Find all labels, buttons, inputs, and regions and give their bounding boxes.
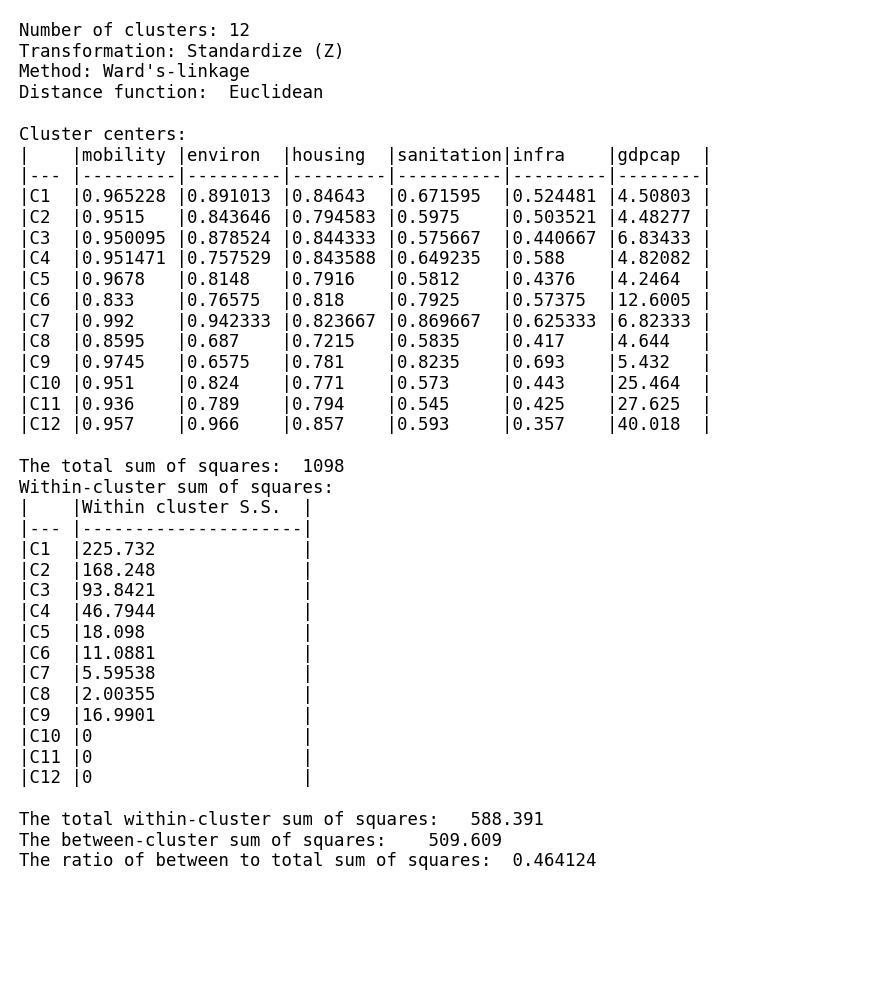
Text: |C5  |0.9678   |0.8148   |0.7916   |0.5812    |0.4376   |4.2464  |: |C5 |0.9678 |0.8148 |0.7916 |0.5812 |0.4… <box>19 271 712 289</box>
Text: The total within-cluster sum of squares:   588.391: The total within-cluster sum of squares:… <box>19 810 545 828</box>
Text: |C3  |93.8421              |: |C3 |93.8421 | <box>19 583 313 601</box>
Text: |C2  |0.9515   |0.843646 |0.794583 |0.5975    |0.503521 |4.48277 |: |C2 |0.9515 |0.843646 |0.794583 |0.5975 … <box>19 209 712 227</box>
Text: |--- |---------------------|: |--- |---------------------| <box>19 520 313 538</box>
Text: |C7  |5.59538              |: |C7 |5.59538 | <box>19 666 313 684</box>
Text: |C10 |0.951    |0.824    |0.771    |0.573     |0.443    |25.464  |: |C10 |0.951 |0.824 |0.771 |0.573 |0.443 … <box>19 375 712 393</box>
Text: |C11 |0.936    |0.789    |0.794    |0.545     |0.425    |27.625  |: |C11 |0.936 |0.789 |0.794 |0.545 |0.425 … <box>19 395 712 413</box>
Text: The between-cluster sum of squares:    509.609: The between-cluster sum of squares: 509.… <box>19 831 503 849</box>
Text: |C12 |0                    |: |C12 |0 | <box>19 769 313 787</box>
Text: |C11 |0                    |: |C11 |0 | <box>19 748 313 766</box>
Text: |C4  |46.7944              |: |C4 |46.7944 | <box>19 603 313 621</box>
Text: The total sum of squares:  1098: The total sum of squares: 1098 <box>19 458 344 476</box>
Text: |C12 |0.957    |0.966    |0.857    |0.593     |0.357    |40.018  |: |C12 |0.957 |0.966 |0.857 |0.593 |0.357 … <box>19 416 712 434</box>
Text: |C7  |0.992    |0.942333 |0.823667 |0.869667  |0.625333 |6.82333 |: |C7 |0.992 |0.942333 |0.823667 |0.869667… <box>19 312 712 330</box>
Text: |C1  |0.965228 |0.891013 |0.84643  |0.671595  |0.524481 |4.50803 |: |C1 |0.965228 |0.891013 |0.84643 |0.6715… <box>19 188 712 206</box>
Text: |    |mobility |environ  |housing  |sanitation|infra    |gdpcap  |: | |mobility |environ |housing |sanitatio… <box>19 147 712 165</box>
Text: |C6  |0.833    |0.76575  |0.818    |0.7925    |0.57375  |12.6005 |: |C6 |0.833 |0.76575 |0.818 |0.7925 |0.57… <box>19 291 712 309</box>
Text: |C5  |18.098               |: |C5 |18.098 | <box>19 624 313 642</box>
Text: |C6  |11.0881              |: |C6 |11.0881 | <box>19 645 313 663</box>
Text: |C10 |0                    |: |C10 |0 | <box>19 728 313 746</box>
Text: The ratio of between to total sum of squares:  0.464124: The ratio of between to total sum of squ… <box>19 852 597 870</box>
Text: Cluster centers:: Cluster centers: <box>19 126 187 144</box>
Text: |C8  |2.00355              |: |C8 |2.00355 | <box>19 687 313 705</box>
Text: |C1  |225.732              |: |C1 |225.732 | <box>19 541 313 559</box>
Text: Transformation: Standardize (Z): Transformation: Standardize (Z) <box>19 43 344 61</box>
Text: |C8  |0.8595   |0.687    |0.7215   |0.5835    |0.417    |4.644   |: |C8 |0.8595 |0.687 |0.7215 |0.5835 |0.41… <box>19 333 712 351</box>
Text: |C9  |0.9745   |0.6575   |0.781    |0.8235    |0.693    |5.432   |: |C9 |0.9745 |0.6575 |0.781 |0.8235 |0.69… <box>19 354 712 372</box>
Text: |C4  |0.951471 |0.757529 |0.843588 |0.649235  |0.588    |4.82082 |: |C4 |0.951471 |0.757529 |0.843588 |0.649… <box>19 250 712 268</box>
Text: Number of clusters: 12: Number of clusters: 12 <box>19 22 250 40</box>
Text: |    |Within cluster S.S.  |: | |Within cluster S.S. | <box>19 499 313 517</box>
Text: Within-cluster sum of squares:: Within-cluster sum of squares: <box>19 479 334 497</box>
Text: |--- |---------|---------|---------|----------|---------|--------|: |--- |---------|---------|---------|----… <box>19 168 712 186</box>
Text: Distance function:  Euclidean: Distance function: Euclidean <box>19 84 323 102</box>
Text: |C3  |0.950095 |0.878524 |0.844333 |0.575667  |0.440667 |6.83433 |: |C3 |0.950095 |0.878524 |0.844333 |0.575… <box>19 230 712 248</box>
Text: |C2  |168.248              |: |C2 |168.248 | <box>19 562 313 580</box>
Text: |C9  |16.9901              |: |C9 |16.9901 | <box>19 707 313 725</box>
Text: Method: Ward's-linkage: Method: Ward's-linkage <box>19 64 250 82</box>
